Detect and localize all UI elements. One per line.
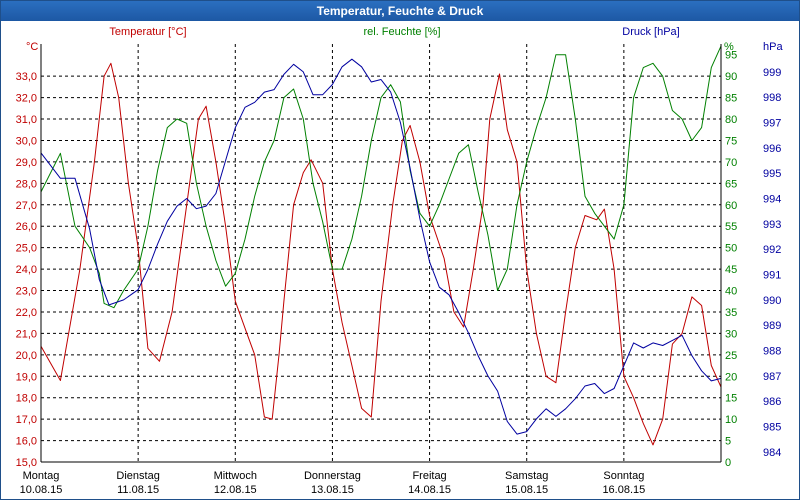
humidity-tick-label: 70 — [725, 157, 737, 169]
temperature-tick-label: 29,0 — [16, 157, 37, 169]
x-axis: Montag 10.08.15 Dienstag 11.08.15 Mittwoch 12… — [20, 470, 646, 496]
pressure-axis-title: Druck [hPa] — [622, 26, 679, 38]
x-tick-date: 10.08.15 — [20, 484, 63, 496]
pressure-tick-label: 987 — [763, 371, 781, 383]
humidity-tick-label: 75 — [725, 135, 737, 147]
humidity-unit-label: % — [724, 41, 734, 53]
temperature-tick-label: 27,0 — [16, 200, 37, 212]
x-tick-date: 13.08.15 — [311, 484, 354, 496]
pressure-tick-label: 984 — [763, 447, 781, 459]
x-tick-date: 11.08.15 — [117, 484, 159, 496]
x-tick-day: Mittwoch — [214, 470, 257, 482]
x-tick-day: Sonntag — [603, 470, 644, 482]
x-tick-date: 12.08.15 — [214, 484, 257, 496]
temperature-series-line — [40, 62, 722, 446]
x-tick-date: 16.08.15 — [602, 484, 645, 496]
humidity-tick-label: 15 — [725, 393, 737, 405]
series-group — [40, 45, 722, 446]
pressure-tick-label: 993 — [763, 219, 781, 231]
humidity-tick-label: 85 — [725, 93, 737, 105]
pressure-tick-label: 997 — [763, 118, 781, 130]
temperature-tick-label: 31,0 — [16, 114, 37, 126]
temperature-tick-label: 30,0 — [16, 135, 37, 147]
humidity-tick-label: 0 — [725, 457, 731, 469]
pressure-tick-label: 999 — [763, 67, 781, 79]
pressure-tick-label: 992 — [763, 244, 781, 256]
temperature-unit-label: °C — [26, 41, 38, 53]
pressure-tick-label: 985 — [763, 422, 781, 434]
temperature-tick-label: 17,0 — [16, 414, 37, 426]
plot-background — [41, 44, 721, 462]
pressure-tick-label: 996 — [763, 143, 781, 155]
temperature-tick-label: 23,0 — [16, 286, 37, 298]
humidity-tick-label: 10 — [725, 414, 737, 426]
temperature-tick-label: 18,0 — [16, 393, 37, 405]
temperature-axis-title: Temperatur [°C] — [109, 26, 186, 38]
humidity-tick-label: 5 — [725, 436, 731, 448]
chart-title: Temperatur, Feuchte & Druck — [1, 1, 799, 21]
x-tick-date: 14.08.15 — [408, 484, 451, 496]
x-tick-day: Samstag — [505, 470, 548, 482]
pressure-tick-label: 988 — [763, 346, 781, 358]
pressure-series-line — [40, 58, 722, 435]
humidity-tick-label: 20 — [725, 371, 737, 383]
temperature-tick-label: 25,0 — [16, 243, 37, 255]
pressure-axis: 984 985 986 987 988 989 990 991 992 993 994 995 996 9… — [763, 67, 781, 459]
temperature-tick-label: 20,0 — [16, 350, 37, 362]
temperature-axis: 15,0 16,0 17,0 18,0 19,0 20,0 21,0 22,0 23,0 24,0… — [16, 71, 37, 469]
temperature-tick-label: 24,0 — [16, 264, 37, 276]
x-tick-day: Dienstag — [116, 470, 159, 482]
humidity-tick-label: 90 — [725, 71, 737, 83]
temperature-tick-label: 22,0 — [16, 307, 37, 319]
pressure-tick-label: 989 — [763, 320, 781, 332]
humidity-tick-label: 25 — [725, 350, 737, 362]
pressure-tick-label: 995 — [763, 168, 781, 180]
temperature-tick-label: 21,0 — [16, 328, 37, 340]
temperature-tick-label: 16,0 — [16, 436, 37, 448]
x-tick-day: Montag — [23, 470, 60, 482]
humidity-tick-label: 45 — [725, 264, 737, 276]
humidity-tick-label: 65 — [725, 178, 737, 190]
humidity-tick-label: 55 — [725, 221, 737, 233]
humidity-axis: 0 5 10 15 20 25 30 35 40 45 50 55 60 65 70 75 80 85 90 95 — [725, 50, 737, 469]
pressure-tick-label: 991 — [763, 270, 781, 282]
temperature-tick-label: 19,0 — [16, 371, 37, 383]
humidity-axis-title: rel. Feuchte [%] — [363, 26, 440, 38]
humidity-tick-label: 40 — [725, 286, 737, 298]
x-tick-date: 15.08.15 — [505, 484, 548, 496]
humidity-tick-label: 50 — [725, 243, 737, 255]
temperature-tick-label: 28,0 — [16, 178, 37, 190]
humidity-tick-label: 80 — [725, 114, 737, 126]
humidity-tick-label: 35 — [725, 307, 737, 319]
humidity-tick-label: 60 — [725, 200, 737, 212]
pressure-tick-label: 994 — [763, 194, 781, 206]
temperature-tick-label: 15,0 — [16, 457, 37, 469]
x-tick-day: Freitag — [412, 470, 446, 482]
temperature-tick-label: 32,0 — [16, 93, 37, 105]
pressure-tick-label: 986 — [763, 396, 781, 408]
humidity-tick-label: 95 — [725, 50, 737, 62]
humidity-series-line — [40, 45, 722, 309]
pressure-unit-label: hPa — [763, 41, 783, 53]
pressure-tick-label: 990 — [763, 295, 781, 307]
humidity-tick-label: 30 — [725, 328, 737, 340]
x-tick-day: Donnerstag — [304, 470, 361, 482]
temperature-tick-label: 26,0 — [16, 221, 37, 233]
temperature-tick-label: 33,0 — [16, 71, 37, 83]
pressure-tick-label: 998 — [763, 92, 781, 104]
